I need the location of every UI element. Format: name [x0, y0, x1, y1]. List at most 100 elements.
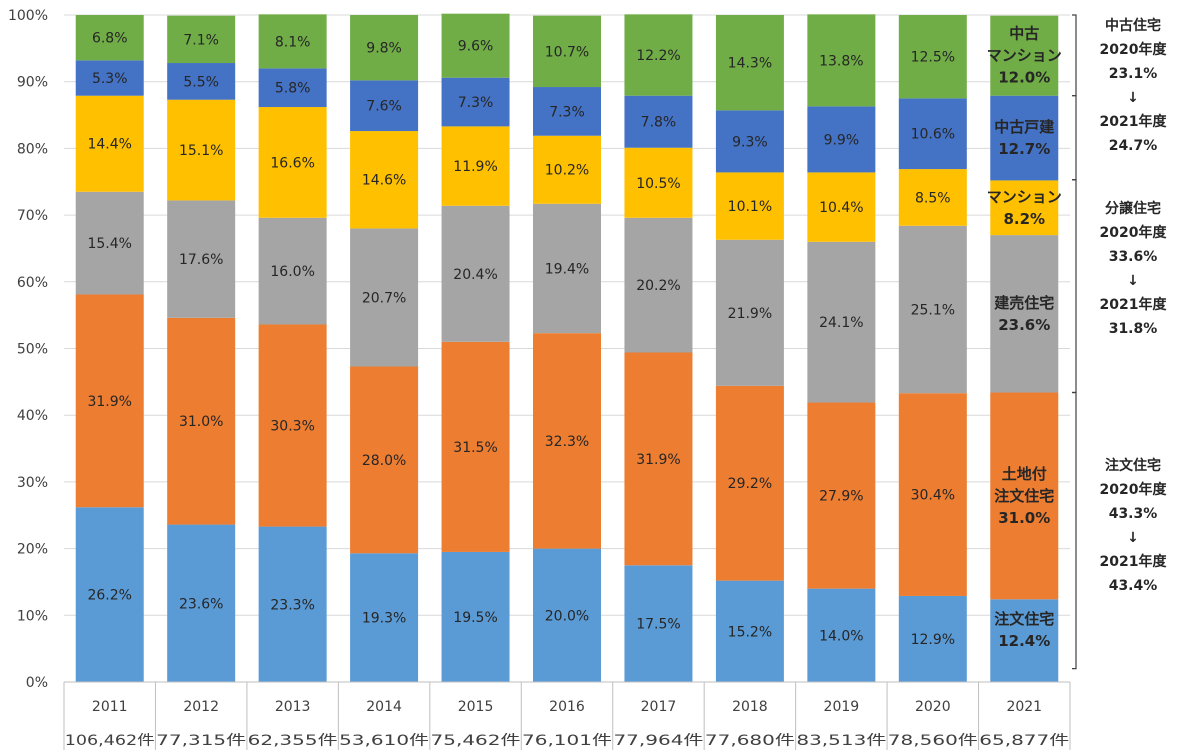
bar-segment: [990, 180, 1059, 236]
last-bar-label: 12.4%: [998, 632, 1050, 650]
count-label: 75,462件: [431, 733, 521, 749]
annotation-text: 31.8%: [1109, 321, 1158, 337]
last-bar-label: マンション: [987, 188, 1062, 206]
data-label: 15.4%: [87, 236, 131, 252]
data-label: 17.5%: [636, 617, 680, 633]
data-label: 7.8%: [641, 115, 677, 131]
data-label: 20.0%: [545, 608, 589, 624]
data-label: 13.8%: [819, 53, 863, 69]
y-tick-label: 20%: [17, 542, 48, 558]
bar-segment: [167, 200, 236, 318]
bar-segment: [441, 551, 510, 682]
data-label: 10.5%: [636, 176, 680, 192]
data-label: 23.3%: [270, 597, 314, 613]
data-label: 9.9%: [824, 132, 860, 148]
bar-segment: [715, 172, 784, 240]
data-label: 16.6%: [270, 155, 314, 171]
last-bar-label: 注文住宅: [994, 487, 1054, 505]
data-label: 28.0%: [362, 453, 406, 469]
bar-segment: [990, 599, 1059, 682]
data-label: 7.3%: [549, 104, 585, 120]
y-tick-label: 0%: [26, 675, 48, 691]
x-tick-label: 2014: [366, 699, 402, 715]
data-label: 7.1%: [183, 32, 219, 48]
bar-segment: [75, 60, 144, 96]
data-label: 17.6%: [179, 252, 223, 268]
bracket: [1072, 179, 1077, 394]
bar-segment: [167, 99, 236, 201]
data-label: 12.9%: [911, 632, 955, 648]
bar-segment: [715, 15, 784, 111]
annotation-text: ↓: [1127, 90, 1139, 106]
data-label: 14.6%: [362, 173, 406, 189]
count-label: 106,462件: [65, 733, 155, 749]
data-label: 21.9%: [728, 306, 772, 322]
bar-segment: [898, 595, 967, 682]
bar-segment: [533, 15, 601, 88]
y-tick-label: 50%: [17, 342, 48, 358]
bar-segment: [898, 393, 967, 596]
data-label: 10.4%: [819, 200, 863, 216]
bar-segment: [715, 580, 784, 682]
data-label: 19.4%: [545, 261, 589, 277]
y-tick-label: 80%: [17, 141, 48, 157]
count-label: 78,560件: [888, 733, 978, 749]
data-label: 14.4%: [87, 137, 131, 153]
bar-segment: [807, 106, 876, 173]
bar-segments: [75, 13, 1059, 682]
bar-segment: [258, 107, 327, 218]
annotation-text: 2020年度: [1100, 481, 1168, 498]
bar-segment: [441, 341, 510, 552]
data-label: 19.5%: [453, 610, 497, 626]
data-label: 6.8%: [92, 31, 128, 47]
bar-segment: [990, 392, 1059, 600]
annotation-text: 2020年度: [1100, 41, 1168, 58]
data-label: 31.0%: [179, 414, 223, 430]
last-bar-label: 12.0%: [998, 69, 1050, 87]
last-bar-label: 中古戸建: [994, 118, 1055, 136]
bar-segment: [167, 317, 236, 525]
bar-segment: [990, 235, 1059, 393]
bar-segment: [167, 15, 236, 64]
bar-segment: [350, 131, 419, 229]
data-label: 10.2%: [545, 163, 589, 179]
bracket: [1072, 14, 1077, 97]
bar-segment: [533, 548, 601, 682]
data-label: 9.6%: [458, 39, 494, 55]
x-tick-label: 2018: [732, 699, 768, 715]
data-label: 8.5%: [915, 190, 951, 206]
data-label: 19.3%: [362, 611, 406, 627]
bar-segment: [533, 333, 601, 549]
last-bar-label: 12.7%: [998, 140, 1050, 158]
bar-segment: [350, 366, 419, 554]
bar-segment: [807, 14, 876, 107]
data-label: 27.9%: [819, 489, 863, 505]
data-label: 8.1%: [275, 34, 311, 50]
annotation-text: 分譲住宅: [1105, 200, 1161, 217]
bar-segment: [350, 228, 419, 367]
data-label: 20.2%: [636, 278, 680, 294]
annotation-text: 中古住宅: [1105, 17, 1161, 34]
last-bar-label: マンション: [987, 47, 1062, 65]
bar-segment: [898, 15, 967, 99]
bar-segment: [167, 63, 236, 100]
data-label: 26.2%: [87, 588, 131, 604]
bar-segment: [715, 110, 784, 173]
bar-segment: [75, 294, 144, 508]
y-tick-label: 70%: [17, 208, 48, 224]
last-bar-label: 31.0%: [998, 509, 1050, 527]
bar-segment: [258, 324, 327, 527]
data-label: 25.1%: [911, 302, 955, 318]
data-label: 5.3%: [92, 71, 128, 87]
bar-segment: [258, 14, 327, 69]
data-label: 9.3%: [732, 134, 768, 150]
annotation-text: 2021年度: [1100, 113, 1168, 130]
bar-segment: [990, 15, 1059, 96]
bar-segment: [258, 217, 327, 325]
segment-labels: 26.2% 31.9% 15.4% 14.4% 5.3% 6.8% 23.6% 31.0% 17…: [87, 31, 955, 648]
data-label: 5.5%: [183, 74, 219, 90]
data-label: 20.7%: [362, 290, 406, 306]
count-label: 65,877件: [979, 733, 1069, 749]
y-tick-label: 10%: [17, 608, 48, 624]
